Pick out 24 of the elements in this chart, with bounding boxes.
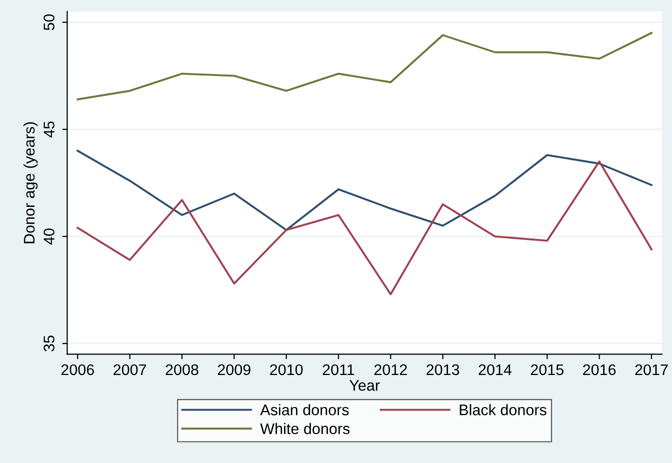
x-tick-label: 2006 [61,364,94,376]
x-axis-title: Year [349,380,380,391]
y-tick-label: 35 [44,336,54,352]
line-series [76,160,652,296]
x-tick-label: 2015 [530,364,564,376]
x-tick-label: 2017 [635,364,668,376]
x-tick-label: 2013 [426,364,460,376]
x-tick-label: 2011 [322,364,354,376]
x-tick-label: 2007 [114,364,146,376]
x-tick-label: 2009 [218,364,250,376]
y-tick-label: 50 [44,14,54,30]
x-tick-label: 2012 [374,364,407,376]
y-axis-title: Donor age (years) [23,122,38,244]
line-series [76,150,652,231]
y-tick-label: 45 [44,121,54,138]
y-tick-label: 40 [44,228,54,245]
legend-label: White donors [260,422,350,434]
line-series [76,32,652,100]
x-tick-label: 2008 [166,364,198,376]
legend-label: Black donors [460,404,546,416]
x-tick-label: 2016 [583,364,616,376]
x-tick-label: 2010 [270,364,303,376]
x-tick-label: 2014 [478,364,512,376]
legend-label: Asian donors [260,404,349,416]
